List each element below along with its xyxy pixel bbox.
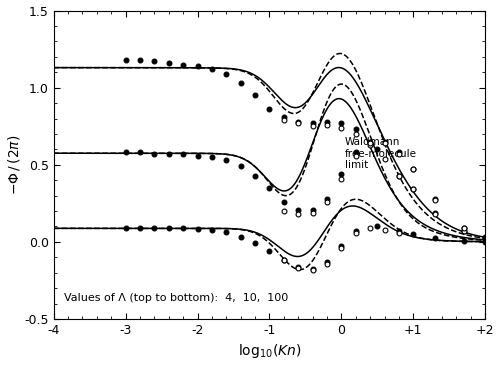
X-axis label: log$_{10}$($Kn$): log$_{10}$($Kn$): [238, 343, 301, 361]
Text: Values of Λ (top to bottom):  4,  10,  100: Values of Λ (top to bottom): 4, 10, 100: [64, 292, 288, 303]
Y-axis label: $-\Phi\,/\,(2\pi)$: $-\Phi\,/\,(2\pi)$: [6, 135, 22, 195]
Text: Waldmann
free-molecule
limit: Waldmann free-molecule limit: [345, 137, 417, 170]
